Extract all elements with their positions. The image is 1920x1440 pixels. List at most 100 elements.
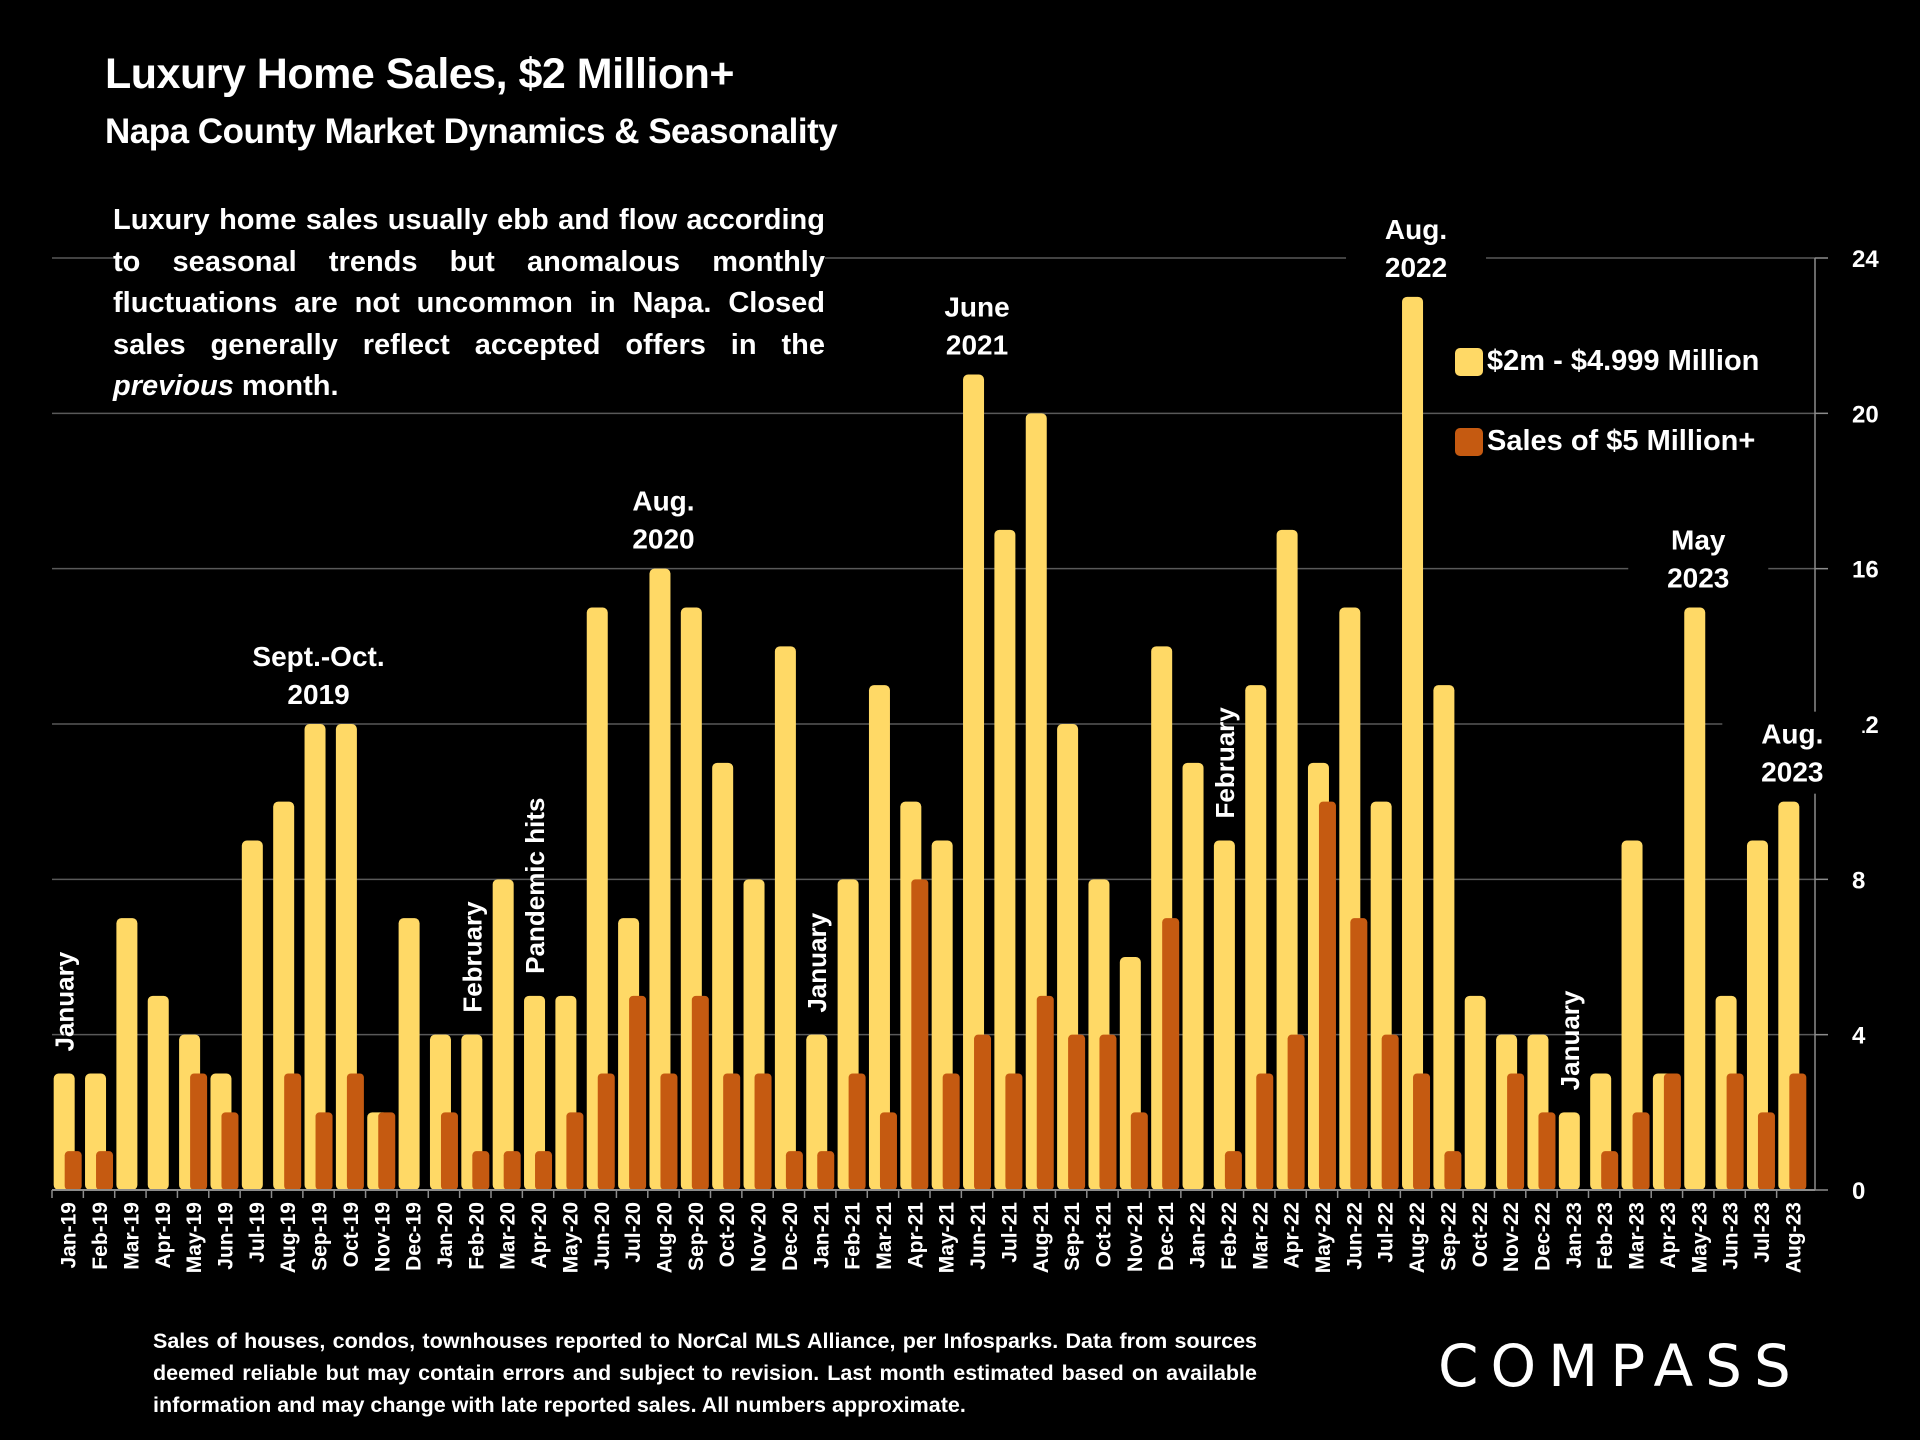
- bar-series-2: [691, 995, 709, 1190]
- bar-series-2: [848, 1073, 866, 1190]
- bar-series-1: [649, 568, 671, 1190]
- annotation-label: 2021: [946, 330, 1008, 361]
- x-tick-labels: Jan-19 Feb-19 Mar-19 Apr-19 May-19 Jun-19 Jul-…: [58, 1202, 1806, 1274]
- bar-series-1: [1245, 685, 1267, 1190]
- x-tick-label: May-19: [183, 1202, 206, 1273]
- x-tick-label: Jan-22: [1187, 1202, 1210, 1269]
- bar-series-2: [1162, 918, 1180, 1190]
- legend-label-series-1: $2m - $4.999 Million: [1487, 345, 1760, 377]
- bar-series-2: [1005, 1073, 1023, 1190]
- bar-series-2: [1663, 1073, 1681, 1190]
- annotation-label: February: [457, 901, 487, 1013]
- x-tick-label: May-20: [559, 1202, 582, 1273]
- bar-series-2: [629, 995, 647, 1190]
- bar-series-2: [535, 1151, 553, 1190]
- chart-subtitle: Napa County Market Dynamics & Seasonalit…: [105, 112, 838, 151]
- bar-series-2: [1350, 918, 1368, 1190]
- bar-series-1: [1402, 296, 1424, 1190]
- legend-swatch-series-2: [1455, 427, 1483, 456]
- bar-series-1: [1433, 685, 1455, 1190]
- bar-series-2: [1726, 1073, 1744, 1190]
- bar-series-2: [1099, 1034, 1117, 1190]
- description-text: Luxury home sales usually ebb and flow a…: [113, 200, 825, 408]
- x-tick-label: Jan-23: [1563, 1202, 1586, 1269]
- x-tick-label: Jul-22: [1375, 1202, 1398, 1263]
- x-tick-label: Dec-22: [1531, 1202, 1554, 1271]
- bar-series-2: [1068, 1034, 1086, 1190]
- x-tick-label: Feb-22: [1218, 1202, 1241, 1270]
- x-tick-label: Mar-22: [1249, 1202, 1272, 1270]
- bar-series-2: [503, 1151, 521, 1190]
- x-tick-label: Dec-21: [1155, 1202, 1178, 1271]
- bar-series-1: [398, 918, 420, 1190]
- bar-series-2: [1287, 1034, 1305, 1190]
- x-tick-label: Jun-22: [1343, 1202, 1366, 1270]
- bar-series-1: [1684, 607, 1706, 1190]
- annotation-label: Aug.: [632, 486, 694, 517]
- annotation-background: [593, 478, 734, 561]
- annotation-label: Pandemic hits: [520, 798, 550, 974]
- bar-series-2: [723, 1073, 741, 1190]
- x-tick-label: Jan-19: [58, 1202, 81, 1269]
- x-tick-label: Aug-22: [1406, 1202, 1429, 1273]
- y-tick-label: 20: [1852, 401, 1879, 428]
- bar-series-2: [754, 1073, 772, 1190]
- bar-series-2: [472, 1151, 490, 1190]
- axes: [51, 258, 1816, 1198]
- x-tick-label: May-21: [936, 1202, 959, 1274]
- bar-series-1: [1746, 840, 1768, 1190]
- bar-series-2: [64, 1151, 82, 1190]
- bar-series-2: [1789, 1073, 1807, 1190]
- x-tick-label: Apr-21: [904, 1202, 927, 1269]
- annotation-label: January: [1555, 990, 1585, 1090]
- bar-series-2: [284, 1073, 302, 1190]
- y-tick-label: 16: [1852, 557, 1879, 584]
- bar-series-2: [1413, 1073, 1431, 1190]
- x-tick-label: Feb-20: [465, 1202, 488, 1270]
- bar-series-1: [304, 724, 326, 1190]
- bar-series-2: [440, 1112, 458, 1190]
- y-tick-label: 4: [1852, 1023, 1866, 1050]
- x-tick-label: Jan-20: [434, 1202, 457, 1269]
- bar-series-1: [492, 879, 514, 1190]
- annotation-label: 2020: [632, 524, 694, 555]
- x-tick-label: Aug-23: [1782, 1202, 1805, 1273]
- bar-series-2: [879, 1112, 897, 1190]
- annotation-label: 2022: [1385, 252, 1447, 283]
- legend: $2m - $4.999 Million Sales of $5 Million…: [1455, 345, 1759, 505]
- annotation-background: [248, 634, 389, 716]
- bar-series-2: [1632, 1112, 1650, 1190]
- x-tick-label: Jun-20: [591, 1202, 614, 1270]
- annotation-label: 2019: [287, 679, 349, 710]
- bar-series-1: [963, 374, 985, 1190]
- x-tick-label: Sep-21: [1061, 1202, 1084, 1271]
- annotation-label: Sept.-Oct.: [252, 641, 384, 672]
- annotation-background: [1722, 711, 1863, 794]
- bar-series-2: [597, 1073, 615, 1190]
- x-tick-label: Dec-19: [403, 1202, 426, 1271]
- description-text-part2: month.: [233, 370, 339, 402]
- bar-series-1: [1182, 762, 1204, 1190]
- bar-series-2: [974, 1034, 992, 1190]
- x-tick-label: Jun-23: [1720, 1202, 1743, 1270]
- bar-series-1: [116, 918, 138, 1190]
- bar-series-2: [1381, 1034, 1399, 1190]
- bar-series-2: [566, 1112, 584, 1190]
- annotation-label: Aug.: [1761, 719, 1823, 750]
- legend-label-series-2: Sales of $5 Million+: [1487, 425, 1756, 457]
- bar-series-1: [1464, 995, 1486, 1190]
- bar-series-1: [994, 529, 1016, 1190]
- x-tick-label: Mar-21: [873, 1202, 896, 1270]
- bar-series-2: [1538, 1112, 1556, 1190]
- bar-series-2: [96, 1151, 114, 1190]
- annotation-label: 2023: [1667, 563, 1729, 594]
- bar-series-2: [1601, 1151, 1619, 1190]
- bar-series-2: [1507, 1073, 1525, 1190]
- bar-series-1: [774, 646, 796, 1190]
- y-tick-label: 24: [1852, 246, 1879, 273]
- annotation-label: February: [1210, 707, 1240, 819]
- series-1-bars: [53, 296, 1807, 1190]
- bar-series-2: [660, 1073, 678, 1190]
- bar-series-2: [1318, 801, 1336, 1190]
- bar-series-2: [1036, 995, 1054, 1190]
